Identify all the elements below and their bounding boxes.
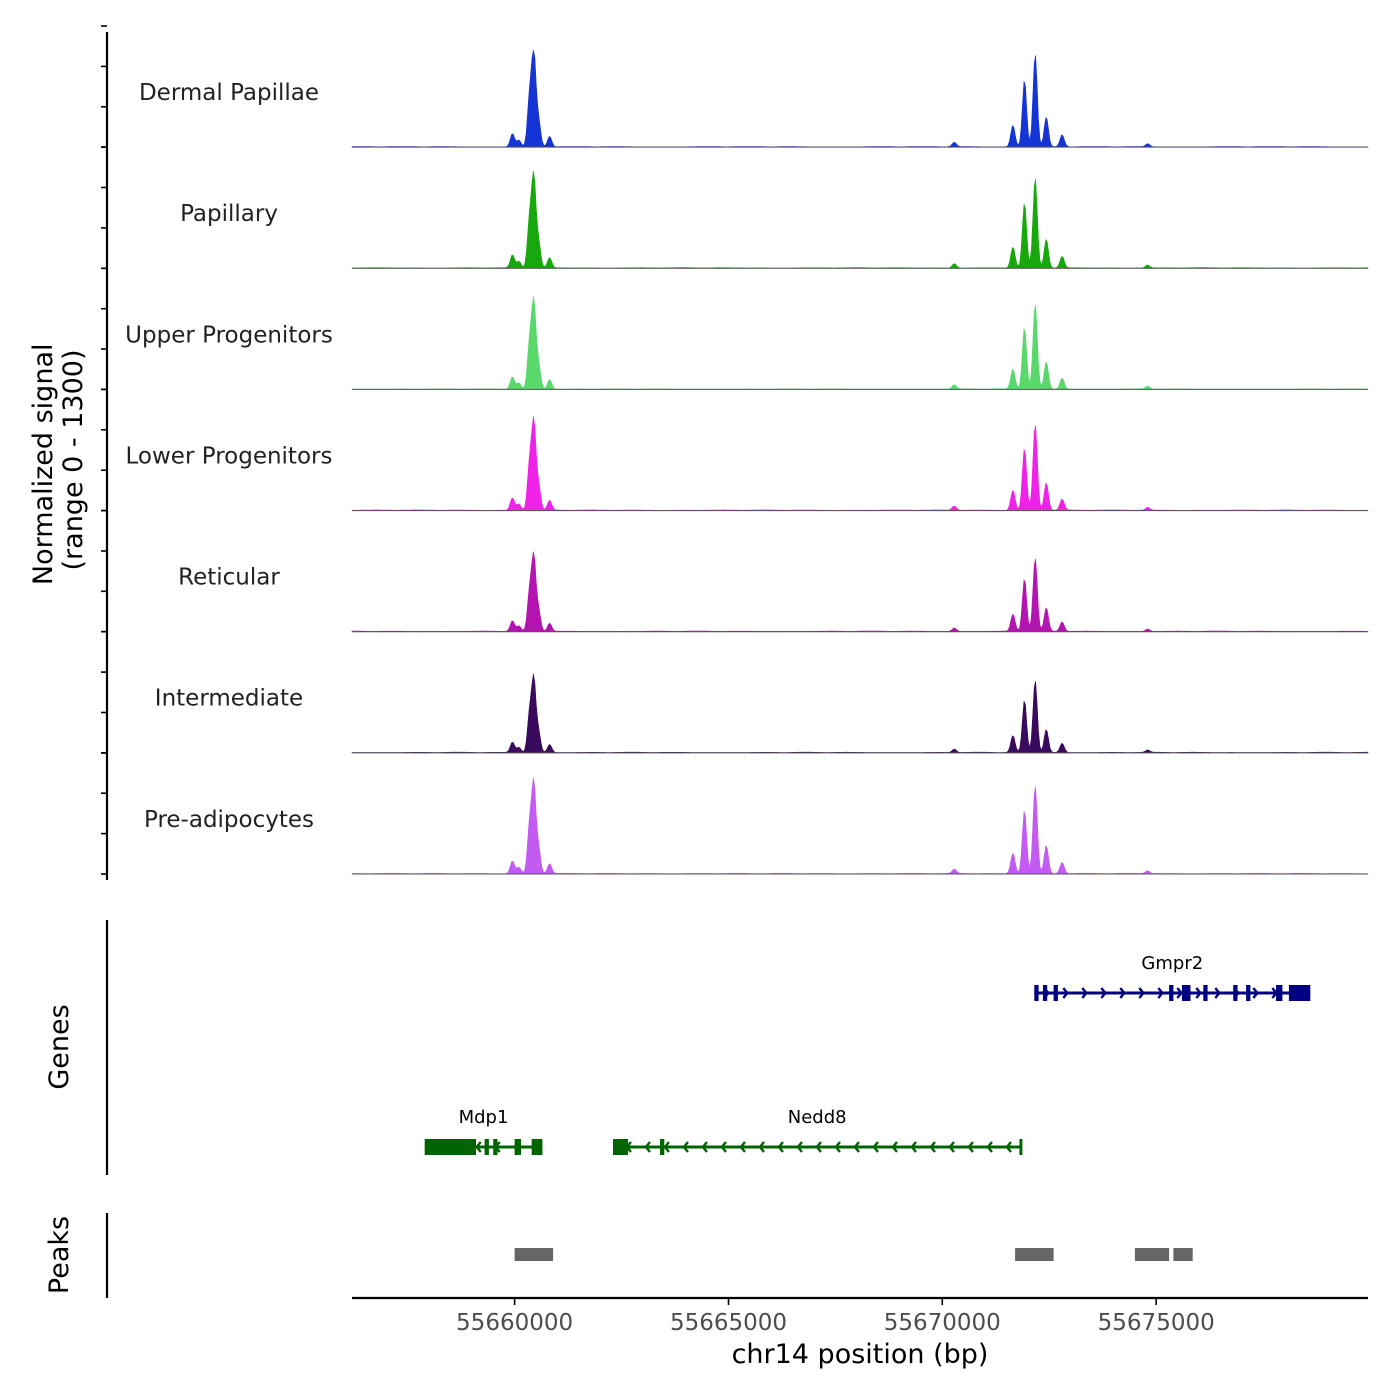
coverage-tracks: Dermal Papillae Papillary Upper Progenitor… <box>125 49 1369 875</box>
strand-arrow <box>1214 987 1221 999</box>
track-signal-area <box>351 416 1369 511</box>
gene-exon <box>660 1139 665 1155</box>
genes-label: Genes <box>44 1004 75 1089</box>
track-lower-progenitors: Lower Progenitors <box>126 416 1369 512</box>
track-label: Upper Progenitors <box>125 322 333 348</box>
track-papillary: Papillary <box>180 171 1369 269</box>
gene-exon <box>1203 985 1208 1001</box>
strand-arrow <box>644 1141 651 1153</box>
strand-arrow <box>1081 987 1088 999</box>
track-label: Papillary <box>180 201 278 227</box>
strand-arrow <box>701 1141 708 1153</box>
peak-region <box>514 1248 554 1261</box>
strand-arrow <box>1119 987 1126 999</box>
strand-arrow <box>758 1141 765 1153</box>
peaks-label: Peaks <box>44 1216 75 1294</box>
strand-arrow <box>1157 987 1164 999</box>
track-intermediate: Intermediate <box>155 673 1369 754</box>
strand-arrow <box>796 1141 803 1153</box>
gene-nedd8: Nedd8 <box>612 1107 1023 1155</box>
strand-arrow <box>967 1141 974 1153</box>
y-axis-label-line1: Normalized signal <box>28 344 59 586</box>
gene-exon <box>1042 985 1048 1001</box>
track-signal-area <box>351 296 1369 390</box>
strand-arrow <box>872 1141 879 1153</box>
gene-exon <box>1181 985 1191 1001</box>
strand-arrow <box>1195 987 1202 999</box>
coverage-y-axis <box>101 25 109 880</box>
gene-exon <box>1276 985 1283 1001</box>
strand-arrow <box>853 1141 860 1153</box>
track-signal-area <box>351 777 1369 875</box>
strand-arrow <box>777 1141 784 1153</box>
strand-arrow <box>682 1141 689 1153</box>
peak-regions <box>514 1248 1193 1261</box>
strand-arrow <box>1062 987 1069 999</box>
gene-exon <box>493 1139 498 1155</box>
gene-exon <box>531 1139 543 1155</box>
strand-arrow <box>1138 987 1145 999</box>
peak-region <box>1134 1248 1170 1261</box>
track-label: Pre-adipocytes <box>144 807 314 833</box>
strand-arrow <box>929 1141 936 1153</box>
track-label: Dermal Papillae <box>139 80 319 106</box>
track-pre-adipocytes: Pre-adipocytes <box>144 777 1369 875</box>
gene-annotations: Gmpr2 Mdp1 Nedd8 <box>424 953 1311 1155</box>
gene-exon <box>613 1139 628 1155</box>
strand-arrow <box>663 1141 670 1153</box>
gene-exon <box>514 1139 521 1155</box>
y-axis-label-line2: (range 0 - 1300) <box>58 350 89 571</box>
y-axis-label: Normalized signal (range 0 - 1300) <box>28 335 89 585</box>
strand-arrow <box>834 1141 841 1153</box>
strand-arrow <box>815 1141 822 1153</box>
gene-exon <box>1053 985 1058 1001</box>
track-signal-area <box>351 551 1369 633</box>
x-axis-label: chr14 position (bp) <box>732 1339 989 1370</box>
gene-exon <box>1288 985 1311 1001</box>
gene-gmpr2: Gmpr2 <box>1034 953 1311 1001</box>
track-signal-area <box>351 171 1369 269</box>
x-tick-label: 55675000 <box>1098 1310 1215 1336</box>
strand-arrow <box>720 1141 727 1153</box>
gene-exon <box>1246 985 1251 1001</box>
strand-arrow <box>986 1141 993 1153</box>
track-label: Intermediate <box>155 686 303 712</box>
track-signal-area <box>351 673 1369 754</box>
peak-region <box>1173 1248 1193 1261</box>
gene-mdp1: Mdp1 <box>424 1107 543 1155</box>
track-label: Reticular <box>178 565 280 591</box>
x-axis-ticks: 55660000 55665000 55670000 55675000 <box>456 1298 1215 1336</box>
strand-arrow <box>1176 987 1183 999</box>
strand-arrow <box>948 1141 955 1153</box>
gene-exon <box>1034 985 1039 1001</box>
strand-arrow <box>475 1141 482 1153</box>
x-tick-label: 55660000 <box>456 1310 573 1336</box>
gene-label: Gmpr2 <box>1141 953 1203 974</box>
track-reticular: Reticular <box>178 551 1369 633</box>
track-dermal-papillae: Dermal Papillae <box>139 49 1369 148</box>
strand-arrow <box>739 1141 746 1153</box>
peak-region <box>1015 1248 1054 1261</box>
x-tick-label: 55665000 <box>670 1310 787 1336</box>
gene-exon <box>1019 1139 1023 1155</box>
x-tick-label: 55670000 <box>884 1310 1001 1336</box>
gene-label: Mdp1 <box>459 1107 509 1128</box>
gene-exon <box>424 1139 476 1155</box>
track-label: Lower Progenitors <box>126 443 333 469</box>
gene-exon <box>1233 985 1238 1001</box>
strand-arrow <box>891 1141 898 1153</box>
gene-exon <box>484 1139 489 1155</box>
strand-arrow <box>1252 987 1259 999</box>
track-upper-progenitors: Upper Progenitors <box>125 296 1369 390</box>
strand-arrow <box>1100 987 1107 999</box>
strand-arrow <box>910 1141 917 1153</box>
strand-arrow <box>1005 1141 1012 1153</box>
track-signal-area <box>351 49 1369 148</box>
gene-exon <box>1169 985 1174 1001</box>
gene-label: Nedd8 <box>788 1107 847 1128</box>
